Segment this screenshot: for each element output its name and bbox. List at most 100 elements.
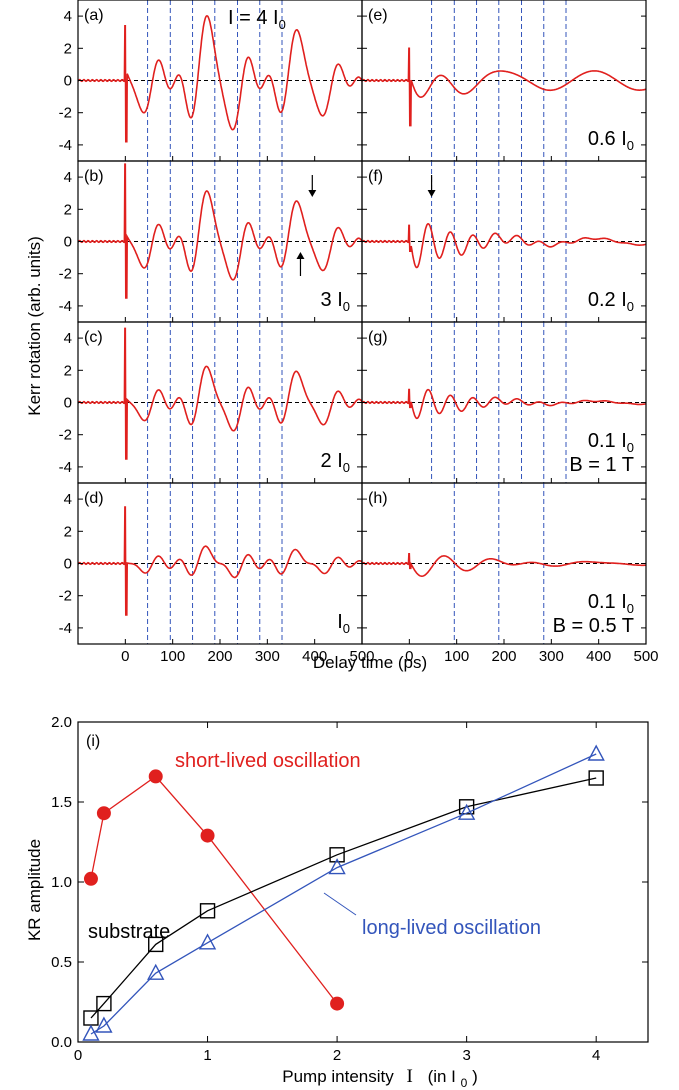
y-tick-label-4: 2.0 [51, 714, 72, 731]
shared-x-axis-title: Delay time (ps) [313, 653, 427, 672]
bottom-x-title-symbol: I [407, 1066, 413, 1087]
x-tick-label-3: 300 [539, 648, 564, 665]
y-tick-label-2: 0 [64, 395, 72, 412]
y-tick-label-2: 0 [64, 73, 72, 90]
annotation-main: 0.2 I [588, 289, 627, 311]
label-substrate: substrate [88, 921, 170, 943]
data-point [95, 1016, 113, 1033]
arrow-up-head-1 [296, 252, 305, 259]
trace-line [362, 388, 646, 420]
annotation-main: 0.1 I [588, 430, 627, 452]
trace-line [362, 222, 646, 269]
svg-text:Pump intensity I (: Pump intensity I (in I 0 ) [282, 1066, 477, 1090]
annotation-sub: 0 [627, 138, 634, 153]
panel-label: (b) [84, 168, 104, 185]
annotation-sub: 0 [343, 460, 350, 475]
data-point [147, 963, 165, 980]
kr-amplitude-chart: 0.0 0.5 1.0 1.5 2.0 0 1 2 3 4 (i) short-lived oscil… [51, 714, 649, 1064]
x-tick-label-3: 300 [255, 648, 280, 665]
data-point [330, 996, 345, 1011]
panel-annotation: 0.1 I0 [588, 591, 634, 616]
annotation-sub: 0 [279, 17, 286, 32]
x-tick-label-5: 500 [633, 648, 658, 665]
data-point [329, 847, 345, 863]
data-point [458, 799, 475, 815]
panel-annotation: 0.2 I0 [588, 289, 634, 314]
bottom-x-title-unit: (in I [428, 1067, 456, 1086]
x-tick-label-2: 200 [491, 648, 516, 665]
panel-annotation: 0.1 I0 [588, 430, 634, 455]
panel-label: (h) [368, 490, 388, 507]
x-tick-label-1: 1 [203, 1047, 211, 1064]
panel-annotation: I0 [337, 611, 350, 636]
annotation-sub: 0 [627, 299, 634, 314]
y-tick-label-3: 2 [64, 40, 72, 57]
panel-annotation-2: B = 1 T [569, 454, 634, 476]
bottom-x-axis-title: Pump intensity I (in I 0 ) [282, 1066, 477, 1090]
trace-line [362, 47, 646, 127]
y-tick-label-2: 0 [64, 234, 72, 251]
panel-h: 0 100 200 300 400 500 (h) 0.1 I0B = 0.5 T [361, 482, 659, 665]
bottom-x-title-unit-sub: 0 [461, 1076, 468, 1090]
y-tick-label-0: 0.0 [51, 1034, 72, 1051]
data-point [148, 769, 163, 784]
x-tick-label-1: 100 [160, 648, 185, 665]
data-point [200, 828, 215, 843]
panel-annotation-2: B = 0.5 T [553, 615, 634, 637]
x-tick-label-0: 0 [74, 1047, 82, 1064]
panel-e: (e) 0.6 I0 [361, 0, 647, 162]
x-tick-label-2: 2 [333, 1047, 341, 1064]
panel-g: (g) 0.1 I0B = 1 T [361, 321, 647, 484]
annotation-main: 0.6 I [588, 128, 627, 150]
annotation-main: 2 I [321, 450, 343, 472]
panel-label-i: (i) [86, 733, 100, 750]
data-point [82, 1024, 100, 1041]
bottom-x-title-unit-close: ) [472, 1067, 478, 1086]
y-tick-label-3: 2 [64, 201, 72, 218]
annotation-sub: 0 [627, 601, 634, 616]
annotation-main: I [337, 611, 343, 633]
annotation-sub: 0 [627, 440, 634, 455]
y-tick-label-0: -4 [59, 620, 72, 637]
trace-line [78, 163, 362, 299]
trace-line [78, 15, 362, 143]
series-line [90, 775, 338, 1004]
data-point [198, 933, 217, 950]
y-tick-label-1: -2 [59, 588, 72, 605]
series-long-lived-oscillation [82, 744, 605, 1041]
y-tick-label-2: 1.0 [51, 874, 72, 891]
annotation-sub: 0 [343, 621, 350, 636]
data-point [83, 1010, 99, 1026]
series-line [90, 753, 597, 1035]
y-tick-label-1: 0.5 [51, 954, 72, 971]
panel-annotation: I = 4 I0 [228, 7, 286, 32]
y-tick-label-2: 0 [64, 556, 72, 573]
x-tick-label-4: 4 [592, 1047, 600, 1064]
shared-y-axis-title: Kerr rotation (arb. units) [25, 236, 44, 416]
trace-line [78, 506, 362, 616]
bottom-y-axis-title: KR amplitude [25, 839, 44, 941]
panel-label: (a) [84, 7, 104, 24]
x-tick-label-4: 400 [586, 648, 611, 665]
y-tick-label-4: 4 [64, 8, 72, 25]
annotation-main: 3 I [321, 289, 343, 311]
y-tick-label-0: -4 [59, 459, 72, 476]
series-line [90, 777, 597, 1019]
trace-line [362, 552, 646, 578]
trace-line [78, 327, 362, 460]
bottom-x-title-main: Pump intensity [282, 1067, 394, 1086]
data-point [96, 995, 112, 1012]
x-tick-label-4: 400 [302, 648, 327, 665]
y-tick-label-4: 4 [64, 330, 72, 347]
x-tick-label-1: 100 [444, 648, 469, 665]
panel-f: (f) 0.2 I0 [361, 160, 647, 323]
data-point [587, 744, 605, 761]
label-short-lived: short-lived oscillation [175, 750, 361, 772]
annotation-main: I = 4 I [228, 7, 279, 29]
arrow-down-head-0 [308, 190, 317, 197]
